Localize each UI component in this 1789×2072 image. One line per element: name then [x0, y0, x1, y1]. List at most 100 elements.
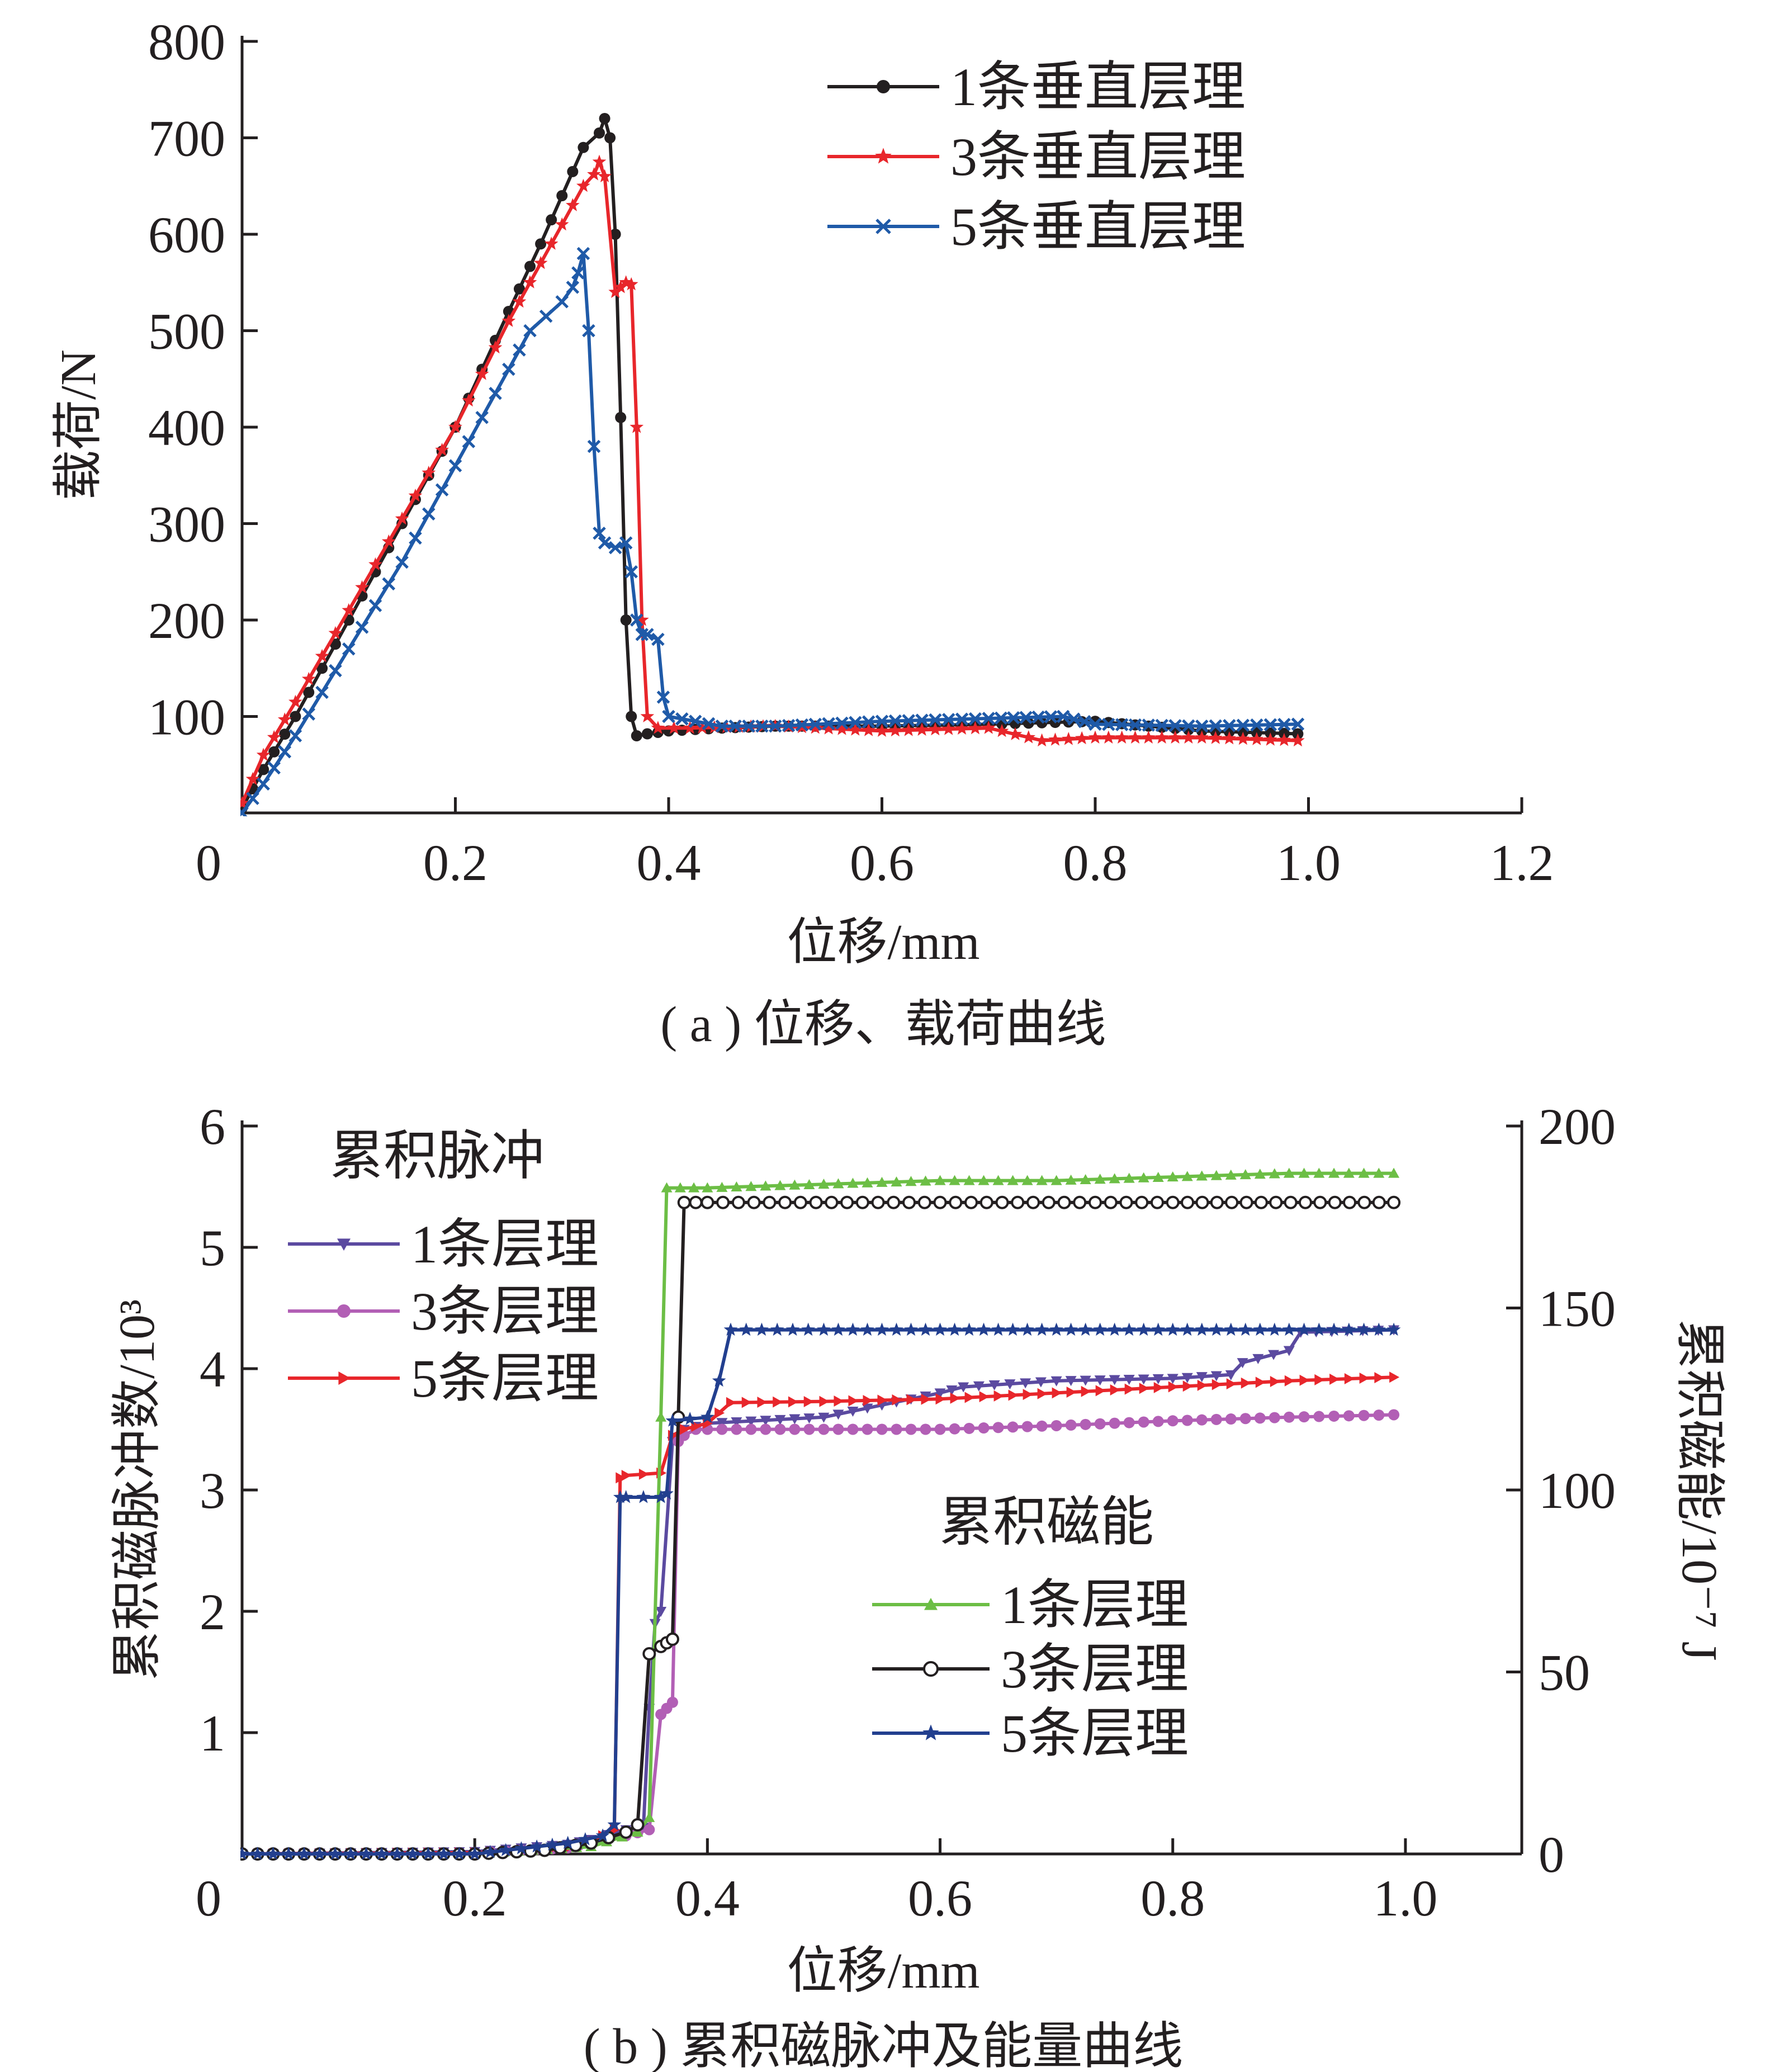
panel-a-series-line: [240, 160, 1298, 805]
panel-b-data-point: [848, 1395, 859, 1407]
panel-b-data-point: [818, 1179, 830, 1189]
panel-b-data-point: [529, 1839, 544, 1853]
panel-b-data-point: [1139, 1383, 1149, 1394]
panel-a-data-point: [624, 277, 638, 291]
panel-b-data-point: [871, 1195, 885, 1209]
panel-a-data-point: [535, 238, 547, 250]
panel-b-data-point: [876, 1176, 888, 1187]
panel-a-data-point: [707, 720, 722, 734]
panel-a-data-point: [608, 541, 622, 555]
panel-a-data-point: [395, 555, 409, 569]
panel-a-data-point: [1101, 730, 1116, 744]
panel-a-data-point: [630, 420, 644, 433]
panel-b-data-point: [1327, 1322, 1341, 1336]
panel-b-data-point: [1267, 1322, 1282, 1336]
panel-b-data-point: [1283, 1411, 1295, 1423]
panel-a-data-point: [835, 722, 849, 735]
panel-a-data-point: [435, 443, 449, 456]
panel-b-data-point: [905, 1176, 917, 1186]
panel-b-data-point: [1225, 1370, 1237, 1380]
panel-b-data-point: [1225, 1413, 1237, 1425]
panel-b-data-point: [636, 1490, 651, 1503]
panel-a-data-point: [355, 580, 369, 594]
panel-a-x-tick-label: 1.2: [1490, 834, 1554, 891]
panel-a-data-point: [1209, 719, 1223, 733]
panel-a-data-point: [1031, 710, 1045, 724]
panel-b-data-point: [1312, 1322, 1326, 1336]
panel-b-data-point: [876, 1423, 888, 1435]
panel-b-series: [240, 1167, 1401, 1861]
panel-a-data-point: [1168, 730, 1182, 744]
panel-b-left-y-axis-label: 累积磁脉冲数/10³: [110, 1299, 165, 1681]
panel-b-left-y-tick-label: 3: [200, 1462, 225, 1519]
panel-b-data-point: [1052, 1387, 1062, 1399]
panel-b-data-point: [1239, 1413, 1251, 1425]
panel-b-data-point: [1313, 1167, 1325, 1178]
panel-a-data-point: [1277, 718, 1291, 731]
panel-b-pulse-legend-label: 3条层理: [411, 1281, 599, 1341]
panel-b-data-point: [437, 1847, 451, 1860]
panel-b-data-point: [1023, 1389, 1033, 1401]
panel-a-data-point: [1019, 711, 1033, 724]
panel-b-data-point: [877, 1394, 888, 1406]
panel-a-series-2: [240, 154, 1305, 810]
panel-b-data-point: [726, 1397, 736, 1408]
panel-a-data-point: [1168, 719, 1182, 732]
panel-b-data-point: [655, 1607, 667, 1617]
panel-a-legend-marker: [875, 148, 892, 164]
panel-b-x-axis-label: 位移/mm: [787, 1943, 979, 1999]
panel-b-data-point: [1036, 1420, 1048, 1432]
panel-a-data-point: [901, 723, 916, 736]
panel-b-data-point: [679, 1423, 690, 1435]
panel-b-data-point: [1343, 1410, 1355, 1422]
panel-b-energy-legend-label: 1条层理: [1001, 1575, 1189, 1635]
panel-b-data-point: [714, 1407, 725, 1419]
panel-b-data-point: [616, 1472, 626, 1484]
panel-b-data-point: [1195, 1322, 1209, 1336]
panel-a-data-point: [613, 280, 628, 294]
panel-b-data-point: [240, 1847, 249, 1860]
panel-a-data-point: [667, 721, 681, 734]
panel-b-data-point: [281, 1847, 296, 1860]
panel-b-data-point: [1358, 1167, 1370, 1178]
panel-b-data-point: [688, 1182, 700, 1193]
panel-b-data-point: [1080, 1418, 1091, 1430]
panel-b-data-point: [1150, 1195, 1164, 1209]
panel-a-data-point: [1115, 730, 1129, 744]
panel-a-data-point: [278, 745, 292, 759]
panel-b-data-point: [1109, 1375, 1120, 1385]
panel-a-x-axis-label: 位移/mm: [787, 915, 979, 970]
panel-a-x-tick-label: 0.4: [637, 834, 701, 891]
panel-b-data-point: [1138, 1416, 1149, 1428]
panel-b-data-point: [1152, 1171, 1164, 1182]
panel-b-energy-legend-marker: [923, 1661, 939, 1677]
panel-b-data-point: [1313, 1195, 1327, 1209]
panel-a-y-tick-label: 700: [148, 110, 225, 167]
panel-b-data-point: [1021, 1175, 1033, 1185]
panel-a-data-point: [422, 465, 436, 479]
panel-a-data-point: [594, 127, 605, 139]
panel-a-data-point: [808, 721, 822, 734]
panel-a-data-point: [915, 713, 929, 727]
panel-a-data-point: [715, 719, 729, 733]
panel-b-data-point: [834, 1395, 844, 1407]
panel-b-data-point: [1093, 1322, 1107, 1336]
panel-b-data-point: [1137, 1322, 1151, 1336]
panel-b-data-point: [846, 1322, 860, 1336]
panel-b-right-y-tick-label: 100: [1539, 1462, 1616, 1519]
panel-b-data-point: [1152, 1374, 1164, 1384]
panel-b-data-point: [1123, 1417, 1135, 1428]
panel-b-data-point: [1269, 1412, 1280, 1423]
panel-b-data-point: [1196, 1414, 1208, 1426]
panel-a-data-point: [955, 721, 969, 735]
panel-a-data-point: [955, 712, 969, 726]
panel-b-data-point: [892, 1394, 902, 1406]
panel-b-data-point: [992, 1422, 1004, 1434]
panel-b-data-point: [934, 1388, 946, 1399]
panel-a-data-point: [523, 275, 537, 288]
panel-b-data-point: [343, 1847, 358, 1860]
panel-a-data-point: [267, 761, 281, 775]
panel-b-data-point: [1166, 1322, 1180, 1336]
panel-b-data-point: [660, 1486, 674, 1499]
panel-a-data-point: [835, 716, 849, 730]
